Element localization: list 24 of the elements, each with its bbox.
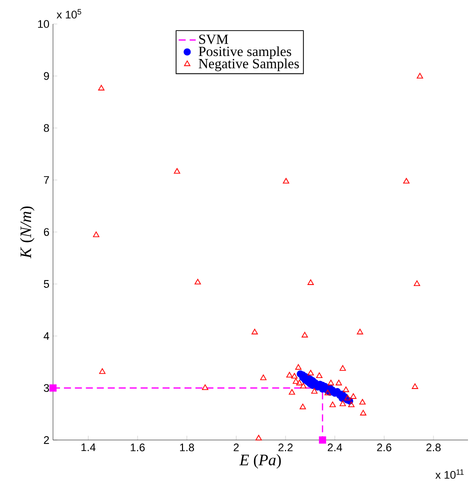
x-tick-label: 1.4 xyxy=(81,444,96,452)
y-tick-label: 9 xyxy=(44,72,49,80)
legend-label: Negative Samples xyxy=(198,58,299,72)
x-tick-label: 1.8 xyxy=(180,444,194,452)
legend-label: SVM xyxy=(199,34,228,44)
x-tick-label: 2.4 xyxy=(328,444,342,452)
y-tick-label: 6 xyxy=(44,228,49,236)
y-axis-title: K (N/m) xyxy=(20,206,34,258)
x-tick-label: 2 xyxy=(234,444,239,452)
y-tick-label: 3 xyxy=(44,384,49,392)
x-tick-label: 2.6 xyxy=(377,444,392,452)
x-tick-label: 2.2 xyxy=(278,444,293,452)
y-tick-label: 4 xyxy=(44,332,50,340)
x-axis-title: E (Pa) xyxy=(239,454,281,469)
text: x 10$^{5}$ xyxy=(56,9,82,18)
y-tick-label: 5 xyxy=(44,280,50,288)
x-tick-label: 1.6 xyxy=(130,444,145,452)
y-tick-label: 10 xyxy=(38,20,50,28)
y-tick-label: 7 xyxy=(44,176,49,184)
y-tick-label: 2 xyxy=(44,436,49,444)
text: x 10$^{11}$ xyxy=(435,469,464,479)
legend-label: Positive samples xyxy=(198,46,292,59)
x-tick-label: 2.8 xyxy=(426,444,441,452)
y-tick-label: 8 xyxy=(44,124,49,132)
